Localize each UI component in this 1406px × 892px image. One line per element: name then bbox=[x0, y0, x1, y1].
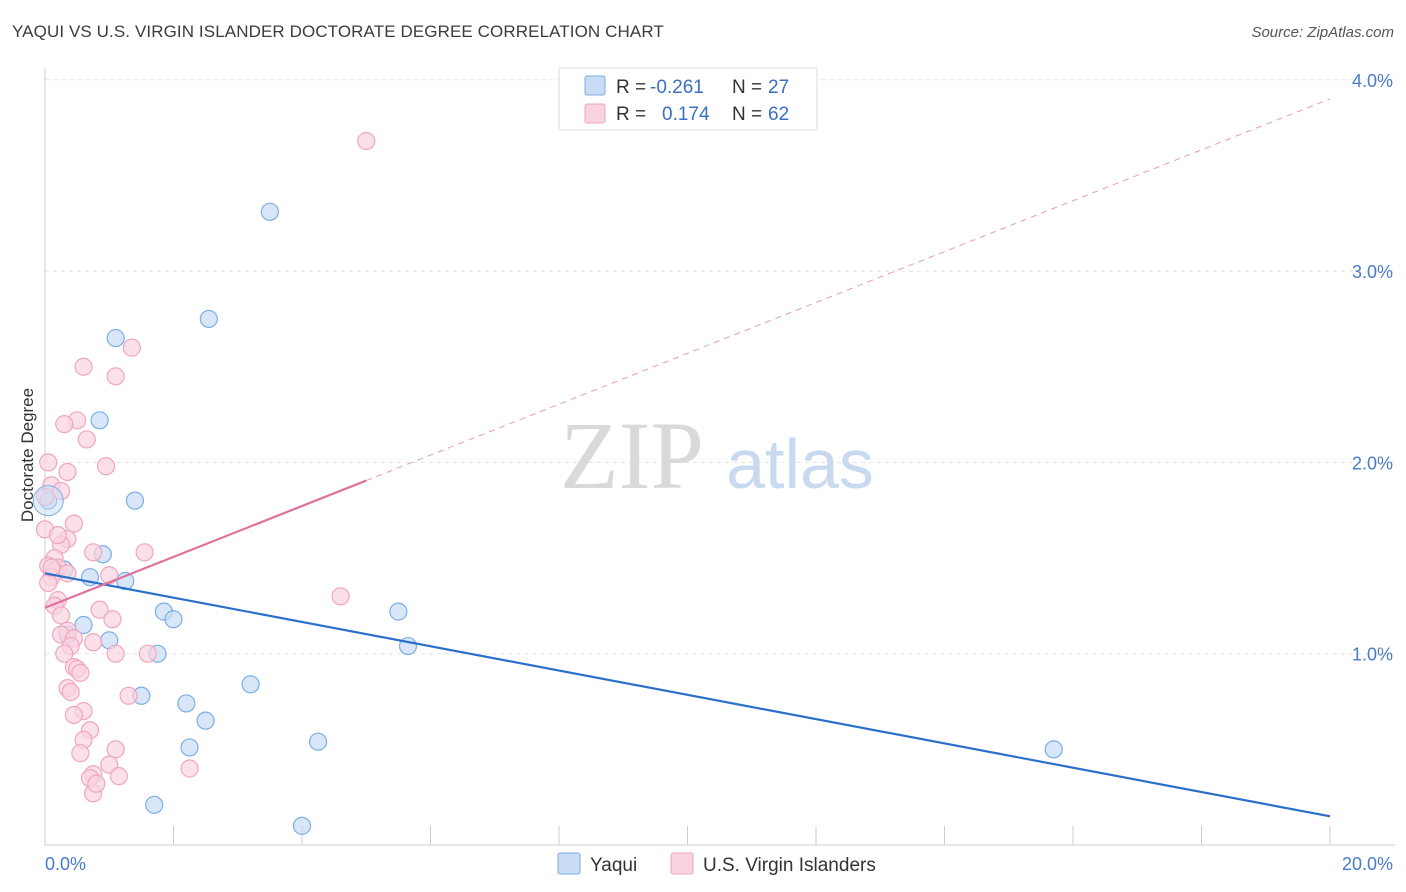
y-tick-label-2: 2.0% bbox=[1352, 453, 1393, 473]
point-yaqui-18 bbox=[241, 675, 260, 694]
point-virgin-islanders-6 bbox=[77, 430, 96, 449]
axes bbox=[44, 68, 1395, 846]
point-virgin-islanders-48 bbox=[64, 705, 84, 725]
point-virgin-islanders-51 bbox=[106, 740, 125, 759]
stats-legend: R = -0.261 N = 27 R = 0.174 N = 62 bbox=[558, 67, 818, 131]
chart-title: YAQUI VS U.S. VIRGIN ISLANDER DOCTORATE … bbox=[12, 22, 664, 41]
point-virgin-islanders-32 bbox=[103, 610, 122, 629]
series-legend-swatch-yaqui bbox=[557, 852, 581, 875]
watermark-zip: ZIP bbox=[560, 402, 704, 509]
point-virgin-islanders-52 bbox=[71, 744, 90, 763]
legend-n-label-2: N = bbox=[732, 104, 762, 125]
point-virgin-islanders-40 bbox=[55, 644, 74, 663]
point-virgin-islanders-61 bbox=[42, 558, 61, 577]
point-virgin-islanders-31 bbox=[51, 606, 71, 625]
point-virgin-islanders-45 bbox=[61, 682, 80, 702]
legend-swatch-yaqui bbox=[584, 75, 606, 96]
legend-r-value-2: 0.174 bbox=[662, 104, 710, 125]
watermark: ZIP atlas bbox=[560, 402, 874, 509]
point-virgin-islanders-5 bbox=[55, 415, 74, 434]
point-yaqui-25 bbox=[145, 795, 164, 814]
trend-line-yaqui bbox=[44, 572, 1331, 818]
point-virgin-islanders-8 bbox=[96, 457, 116, 476]
point-virgin-islanders-18 bbox=[135, 543, 154, 562]
series-legend-label-yaqui: Yaqui bbox=[590, 855, 637, 876]
point-yaqui-20 bbox=[177, 694, 196, 713]
y-tick-label-3: 3.0% bbox=[1352, 262, 1393, 282]
point-yaqui-21 bbox=[196, 711, 215, 730]
point-yaqui-13 bbox=[74, 615, 93, 635]
point-virgin-islanders-26 bbox=[39, 573, 58, 593]
point-yaqui-24 bbox=[1044, 740, 1063, 759]
point-virgin-islanders-27 bbox=[331, 587, 350, 606]
point-virgin-islanders-1 bbox=[122, 338, 141, 357]
y-axis-label: Doctorate Degree bbox=[18, 388, 37, 522]
legend-n-value-1: 27 bbox=[768, 77, 789, 98]
point-yaqui-23 bbox=[308, 732, 328, 751]
point-virgin-islanders-7 bbox=[39, 453, 58, 472]
point-yaqui-26 bbox=[292, 816, 312, 835]
point-yaqui-3 bbox=[90, 411, 109, 430]
tick-labels: 1.0% 2.0% 3.0% 4.0% 0.0% 20.0% bbox=[45, 71, 1393, 874]
point-virgin-islanders-36 bbox=[84, 633, 103, 652]
x-tick-label-max: 20.0% bbox=[1342, 854, 1393, 874]
point-virgin-islanders-46 bbox=[119, 686, 138, 705]
legend-r-label-2: R = bbox=[616, 104, 646, 125]
point-yaqui-11 bbox=[164, 610, 183, 629]
trend-lines bbox=[44, 98, 1331, 818]
point-virgin-islanders-2 bbox=[74, 357, 93, 376]
point-virgin-islanders-54 bbox=[180, 759, 199, 778]
data-points bbox=[32, 131, 1063, 835]
point-yaqui-0 bbox=[260, 202, 279, 221]
series-legend-swatch-virgin-islanders bbox=[670, 852, 694, 875]
trend-line-virgin-islanders-solid bbox=[44, 479, 367, 609]
point-virgin-islanders-17 bbox=[84, 543, 103, 562]
point-virgin-islanders-13 bbox=[64, 514, 84, 533]
y-tick-label-1: 1.0% bbox=[1352, 645, 1393, 665]
point-yaqui-large bbox=[32, 485, 64, 517]
x-tick-label-min: 0.0% bbox=[45, 854, 86, 874]
point-virgin-islanders-3 bbox=[106, 367, 125, 386]
point-virgin-islanders-30 bbox=[90, 600, 109, 619]
point-virgin-islanders-9 bbox=[58, 462, 77, 482]
point-virgin-islanders-43 bbox=[71, 663, 90, 682]
legend-n-value-2: 62 bbox=[768, 104, 789, 125]
point-yaqui-1 bbox=[199, 309, 218, 329]
point-yaqui-2 bbox=[106, 328, 125, 348]
grid-lines bbox=[45, 79, 1395, 655]
legend-r-value-1: -0.261 bbox=[650, 77, 704, 98]
point-virgin-islanders-0 bbox=[357, 131, 376, 151]
point-virgin-islanders-56 bbox=[109, 767, 128, 786]
point-virgin-islanders-59 bbox=[87, 774, 106, 793]
source-label: Source: ZipAtlas.com bbox=[1251, 24, 1394, 41]
point-virgin-islanders-60 bbox=[48, 525, 67, 545]
point-virgin-islanders-39 bbox=[138, 644, 157, 663]
series-legend: Yaqui U.S. Virgin Islanders bbox=[557, 852, 876, 876]
legend-r-label-1: R = bbox=[616, 77, 646, 98]
point-yaqui-4 bbox=[125, 491, 145, 510]
point-yaqui-22 bbox=[180, 738, 199, 757]
trend-line-virgin-islanders-dashed bbox=[366, 98, 1331, 482]
series-legend-label-virgin-islanders: U.S. Virgin Islanders bbox=[703, 855, 876, 876]
watermark-atlas: atlas bbox=[726, 425, 874, 503]
point-yaqui-12 bbox=[389, 602, 408, 621]
point-virgin-islanders-38 bbox=[106, 644, 125, 663]
y-tick-label-4: 4.0% bbox=[1352, 71, 1393, 91]
legend-swatch-virgin-islanders bbox=[584, 103, 606, 124]
legend-n-label-1: N = bbox=[732, 77, 762, 98]
